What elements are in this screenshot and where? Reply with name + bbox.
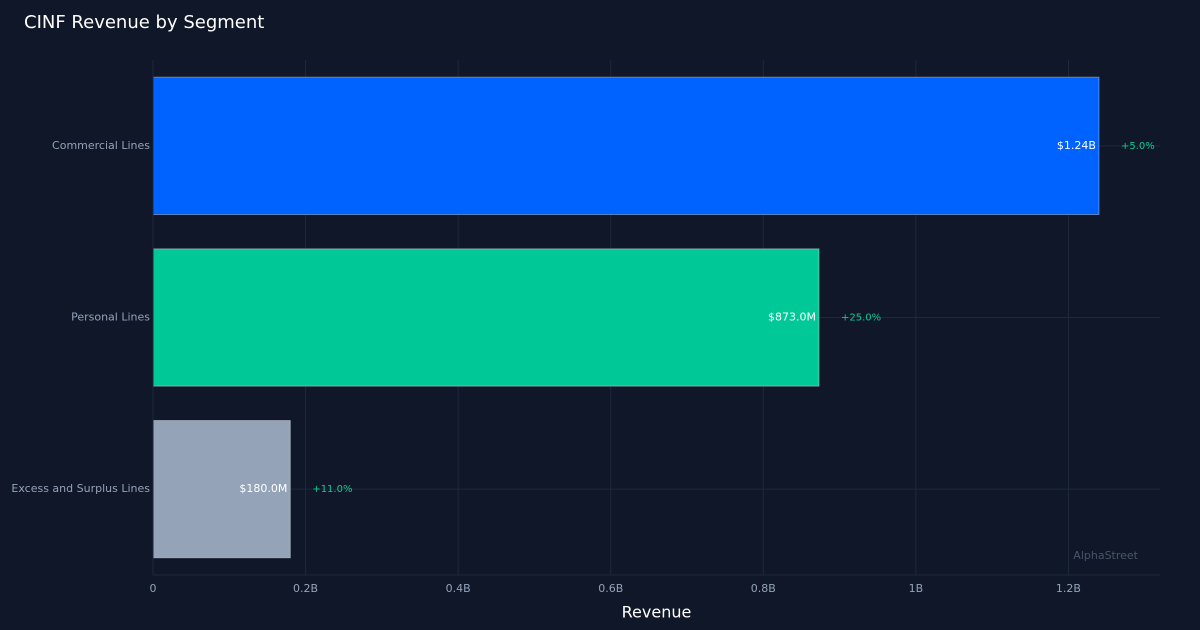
bar [152, 420, 291, 559]
x-axis-title: Revenue [622, 603, 692, 622]
x-tick-label: 0.4B [446, 582, 471, 595]
bars-layer [152, 76, 1100, 559]
growth-label: +25.0% [841, 313, 881, 324]
value-label: $180.0M [239, 482, 287, 495]
x-tick-label: 1.2B [1056, 582, 1081, 595]
category-label: Personal Lines [71, 311, 150, 324]
watermark: AlphaStreet [1073, 549, 1138, 562]
value-label: $1.24B [1057, 139, 1096, 152]
x-tick-label: 0.8B [751, 582, 776, 595]
x-tick-label: 1B [909, 582, 924, 595]
growth-label: +5.0% [1121, 141, 1155, 152]
bar [152, 248, 820, 387]
x-tick-label: 0 [150, 582, 157, 595]
chart-title: CINF Revenue by Segment [24, 12, 265, 33]
category-label: Excess and Surplus Lines [11, 482, 150, 495]
category-label: Commercial Lines [52, 139, 150, 152]
x-tick-label: 0.6B [598, 582, 623, 595]
growth-label: +11.0% [312, 484, 352, 495]
labels-layer: Commercial Lines $1.24B +5.0% Personal Line… [11, 139, 1154, 495]
x-tick-label: 0.2B [293, 582, 318, 595]
value-label: $873.0M [768, 311, 816, 324]
bar [152, 76, 1100, 215]
axis-layer: 0 0.2B 0.4B 0.6B 0.8B 1B 1.2B Revenue [150, 60, 1160, 622]
